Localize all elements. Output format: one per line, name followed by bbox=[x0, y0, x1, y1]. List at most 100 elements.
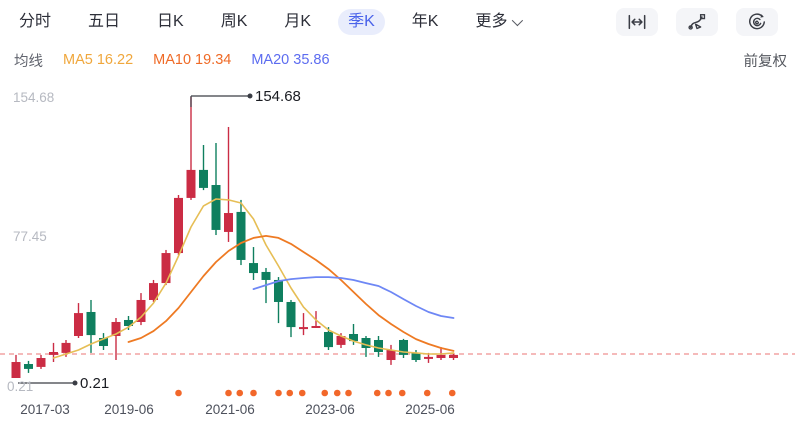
candle bbox=[386, 344, 396, 365]
candle-body bbox=[311, 325, 321, 328]
candle bbox=[236, 199, 246, 266]
candle bbox=[149, 279, 158, 302]
candle-body bbox=[249, 263, 258, 274]
candle bbox=[361, 335, 371, 357]
event-dot bbox=[250, 389, 257, 397]
chevron-down-icon bbox=[512, 14, 524, 27]
x-axis-label: 2025-06 bbox=[405, 402, 455, 417]
tab-minute-label: 分时 bbox=[19, 13, 52, 30]
chip-distribution-button[interactable] bbox=[736, 8, 778, 36]
event-dot bbox=[298, 389, 306, 397]
candle-body bbox=[49, 352, 58, 355]
x-axis-label: 2023-06 bbox=[305, 402, 355, 417]
candle-body bbox=[161, 253, 171, 284]
candle-body bbox=[299, 327, 308, 330]
candle-body bbox=[224, 213, 233, 232]
fit-width-icon bbox=[628, 14, 646, 30]
ma5-line bbox=[52, 198, 455, 359]
tab-monthly-k-label: 月K bbox=[284, 13, 312, 30]
low-annotation-dot bbox=[72, 380, 78, 386]
drawing-tools-icon bbox=[688, 14, 706, 30]
high-annotation-label: 154.68 bbox=[255, 88, 301, 105]
event-dot bbox=[385, 389, 392, 397]
candle-body bbox=[261, 271, 271, 280]
chip-distribution-icon bbox=[749, 13, 765, 30]
tab-monthly-k[interactable]: 月K bbox=[274, 9, 321, 35]
candle-body bbox=[86, 311, 96, 336]
candle bbox=[174, 195, 183, 256]
candle-body bbox=[199, 169, 208, 188]
ma10-legend: MA10 19.34 bbox=[153, 52, 232, 68]
candle bbox=[249, 247, 258, 280]
tab-yearly-k[interactable]: 年K bbox=[402, 9, 449, 35]
candle-body bbox=[336, 335, 346, 345]
tab-five-day[interactable]: 五日 bbox=[78, 9, 130, 35]
candle bbox=[274, 277, 283, 324]
candle-body bbox=[274, 279, 283, 302]
candle-body bbox=[449, 354, 458, 359]
candle bbox=[286, 299, 296, 338]
candle-body bbox=[36, 358, 46, 367]
tab-more[interactable]: 更多 bbox=[465, 9, 530, 35]
candle bbox=[449, 354, 458, 361]
candle-body bbox=[11, 362, 21, 378]
ma-legend-row: 均线 MA5 16.22 MA10 19.34 MA20 35.86 前复权 bbox=[0, 50, 801, 70]
candle bbox=[186, 97, 196, 200]
tab-quarterly-k-label: 季K bbox=[348, 13, 375, 30]
event-dot bbox=[333, 389, 341, 397]
candle bbox=[211, 142, 221, 236]
x-axis-label: 2019-06 bbox=[104, 402, 154, 417]
tab-five-day-label: 五日 bbox=[88, 13, 121, 30]
ma10-line bbox=[127, 234, 455, 352]
adjust-mode-button[interactable]: 前复权 bbox=[743, 53, 788, 70]
candle-body bbox=[324, 331, 333, 348]
candle-body bbox=[61, 342, 71, 353]
candle-body bbox=[186, 169, 196, 198]
drawing-tools-button[interactable] bbox=[676, 8, 718, 36]
candle bbox=[399, 338, 408, 359]
event-dot bbox=[398, 389, 406, 397]
y-axis-label: 0.21 bbox=[7, 379, 33, 394]
tab-daily-k[interactable]: 日K bbox=[147, 9, 194, 35]
tab-quarterly-k[interactable]: 季K bbox=[338, 9, 385, 35]
tab-weekly-k-label: 周K bbox=[220, 13, 248, 30]
candle-body bbox=[361, 337, 371, 349]
candle-body bbox=[124, 319, 133, 326]
event-dot bbox=[373, 389, 381, 397]
tab-daily-k-label: 日K bbox=[157, 13, 184, 30]
x-axis-label: 2017-03 bbox=[20, 402, 70, 417]
candle bbox=[99, 333, 108, 351]
candle-body bbox=[399, 339, 408, 355]
ma20-legend: MA20 35.86 bbox=[251, 52, 330, 68]
fit-width-button[interactable] bbox=[616, 8, 658, 36]
ma20-line bbox=[252, 276, 455, 319]
tab-weekly-k[interactable]: 周K bbox=[211, 9, 258, 35]
candle bbox=[11, 354, 21, 378]
event-dot bbox=[321, 389, 329, 397]
candle bbox=[24, 360, 33, 373]
tab-minute[interactable]: 分时 bbox=[9, 9, 61, 35]
candle-body bbox=[386, 350, 396, 361]
period-tabs: 分时 五日 日K 周K 月K 季K 年K 更多 bbox=[0, 9, 530, 35]
candle bbox=[411, 350, 421, 363]
ma5-legend: MA5 16.22 bbox=[63, 52, 134, 68]
event-dot bbox=[236, 389, 244, 397]
candle-body bbox=[111, 321, 121, 336]
candle bbox=[299, 313, 308, 336]
event-dot bbox=[423, 389, 431, 397]
event-dot bbox=[275, 389, 282, 397]
candle bbox=[111, 317, 121, 361]
candle bbox=[36, 354, 46, 369]
candle bbox=[324, 327, 333, 351]
candle-body bbox=[236, 211, 246, 260]
event-dot bbox=[225, 389, 232, 397]
tab-yearly-k-label: 年K bbox=[411, 13, 439, 30]
candle-body bbox=[286, 301, 296, 328]
chart-toolbar bbox=[616, 8, 801, 36]
tab-more-label: 更多 bbox=[475, 13, 508, 30]
low-annotation-label: 0.21 bbox=[80, 375, 109, 392]
x-axis-label: 2021-06 bbox=[205, 402, 255, 417]
candle-body bbox=[349, 333, 358, 342]
candle-body bbox=[436, 354, 446, 359]
